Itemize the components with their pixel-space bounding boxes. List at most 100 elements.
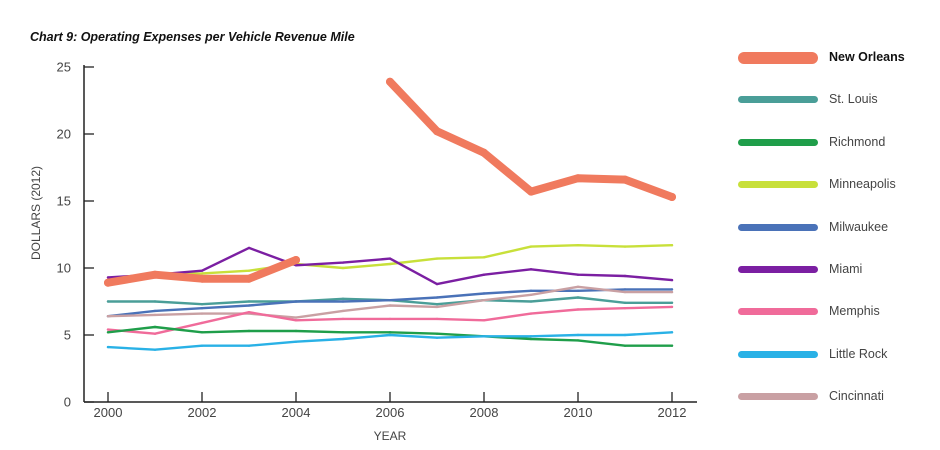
legend-swatch	[738, 266, 818, 273]
legend-swatch	[738, 52, 818, 64]
series-line-memphis	[106, 305, 674, 335]
data-point-little-rock	[388, 333, 392, 337]
data-point-st-louis	[153, 300, 157, 303]
data-point-cincinnati	[294, 316, 298, 319]
series-new-orleans	[104, 77, 676, 287]
data-point-memphis	[247, 311, 251, 314]
y-axis-title: DOLLARS (2012)	[29, 166, 43, 260]
legend-item-minneapolis: Minneapolis	[738, 175, 933, 195]
data-point-cincinnati	[670, 290, 674, 294]
data-point-richmond	[623, 344, 627, 347]
data-point-memphis	[435, 317, 439, 321]
legend-swatch	[738, 308, 818, 316]
data-point-miami	[529, 268, 533, 271]
legend-label: Richmond	[829, 134, 886, 149]
data-point-miami	[482, 273, 486, 276]
data-point-miami	[576, 273, 580, 276]
data-point-cincinnati	[153, 313, 157, 317]
series-miami	[106, 246, 674, 286]
data-point-st-louis	[200, 303, 204, 306]
x-tick-label: 2006	[376, 405, 405, 420]
data-point-memphis	[576, 308, 580, 311]
data-point-milwaukee	[200, 307, 204, 310]
data-point-cincinnati	[623, 290, 627, 294]
data-point-little-rock	[200, 344, 204, 347]
data-point-richmond	[153, 325, 157, 329]
data-point-little-rock	[623, 333, 627, 337]
data-point-minneapolis	[529, 245, 533, 248]
data-point-miami	[106, 276, 110, 279]
data-point-richmond	[576, 339, 580, 342]
x-axis-title: YEAR	[374, 429, 407, 443]
y-tick-label: 0	[64, 395, 71, 410]
data-point-memphis	[529, 312, 533, 315]
data-point-richmond	[388, 331, 392, 334]
data-point-milwaukee	[482, 292, 486, 295]
data-point-memphis	[294, 319, 298, 322]
data-point-milwaukee	[388, 299, 392, 302]
chart-title: Chart 9: Operating Expenses per Vehicle …	[30, 30, 355, 44]
data-point-memphis	[200, 321, 204, 325]
legend-swatch	[738, 393, 818, 401]
legend-label: Cincinnati	[829, 389, 884, 404]
legend-swatch	[738, 223, 818, 231]
data-point-memphis	[388, 317, 392, 321]
data-point-little-rock	[529, 335, 533, 338]
data-point-new-orleans	[198, 274, 206, 283]
data-point-cincinnati	[482, 299, 486, 302]
x-tick-label: 2004	[282, 405, 311, 420]
y-tick-label: 25	[57, 60, 71, 75]
data-point-new-orleans	[668, 193, 676, 201]
data-point-minneapolis	[576, 244, 580, 247]
x-tick-label: 2012	[658, 405, 687, 420]
data-point-richmond	[435, 332, 439, 335]
chart-series	[104, 77, 676, 351]
legend-item-cincinnati: Cincinnati	[738, 387, 933, 407]
data-point-miami	[435, 282, 439, 286]
data-point-new-orleans	[527, 187, 535, 196]
data-point-new-orleans	[386, 77, 394, 86]
data-point-st-louis	[529, 300, 533, 303]
legend-swatch	[738, 96, 818, 104]
data-point-new-orleans	[292, 256, 300, 264]
data-point-memphis	[106, 328, 110, 331]
data-point-little-rock	[670, 331, 674, 334]
data-point-little-rock	[153, 348, 157, 351]
data-point-minneapolis	[482, 256, 486, 259]
y-tick-label: 20	[57, 127, 71, 142]
legend-label: New Orleans	[829, 50, 905, 64]
data-point-new-orleans	[480, 148, 488, 157]
data-point-richmond	[106, 331, 110, 334]
data-point-new-orleans	[433, 127, 441, 136]
data-point-little-rock	[106, 345, 110, 349]
data-point-new-orleans	[104, 278, 112, 287]
legend-item-miami: Miami	[738, 260, 933, 280]
data-point-milwaukee	[153, 309, 157, 313]
data-point-miami	[623, 274, 627, 278]
data-point-cincinnati	[341, 309, 345, 313]
data-point-little-rock	[294, 340, 298, 343]
x-tick-label: 2000	[94, 405, 123, 420]
data-point-richmond	[247, 329, 251, 333]
data-point-miami	[294, 264, 298, 267]
legend-label: Milwaukee	[829, 219, 889, 234]
series-cincinnati	[106, 285, 674, 319]
data-point-little-rock	[247, 344, 251, 347]
data-point-memphis	[670, 305, 674, 309]
legend-item-st-louis: St. Louis	[738, 90, 933, 110]
data-point-st-louis	[435, 303, 439, 306]
data-point-cincinnati	[529, 293, 533, 296]
data-point-richmond	[294, 329, 298, 333]
data-point-cincinnati	[435, 305, 439, 309]
data-point-milwaukee	[341, 300, 345, 303]
data-point-cincinnati	[576, 285, 580, 288]
data-point-memphis	[482, 319, 486, 322]
x-tick-label: 2010	[564, 405, 593, 420]
data-point-miami	[388, 257, 392, 260]
data-point-little-rock	[341, 337, 345, 341]
data-point-milwaukee	[247, 304, 251, 307]
data-point-milwaukee	[670, 288, 674, 291]
data-point-new-orleans	[574, 174, 582, 183]
data-point-memphis	[623, 307, 627, 310]
data-point-milwaukee	[529, 289, 533, 292]
